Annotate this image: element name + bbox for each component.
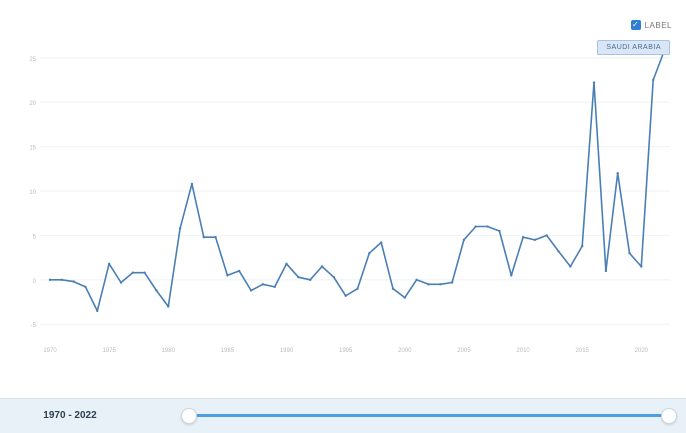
data-point [167,305,170,308]
data-point [273,285,276,289]
data-point [521,235,525,239]
data-point [616,172,619,175]
x-tick-label: 2020 [635,348,649,354]
y-tick-label: 25 [29,57,36,63]
data-point [249,289,253,292]
line-chart: -5 0 5 10 15 20 25 1970 1975 1980 1985 1990 1995 2000… [29,47,670,354]
data-point [107,262,111,266]
data-point [651,78,655,82]
data-point [320,265,324,268]
data-point [557,250,560,253]
range-slider-bar: 1970 - 2022 [0,398,686,433]
data-point [628,251,631,255]
slider-track[interactable] [188,414,668,417]
data-point [344,294,347,298]
x-tick-label: 1995 [339,348,353,354]
slider-handle-end[interactable] [661,408,677,424]
data-point [640,265,643,268]
legend-checkbox[interactable]: ✓ [630,20,641,30]
y-tick-label: 20 [29,101,36,107]
x-tick-label: 1985 [221,348,235,354]
data-point [439,283,442,286]
x-tick-label: 2000 [398,348,412,354]
data-point [533,238,537,242]
data-point [96,309,99,313]
data-point [474,225,477,228]
legend-label: LABEL [644,20,672,30]
series-line [50,48,666,312]
chart-area: -5 0 5 10 15 20 25 1970 1975 1980 1985 1990 1995 2000… [29,20,672,354]
data-point [604,269,608,273]
legend[interactable]: ✓ LABEL [630,20,672,30]
x-tick-label: 2015 [576,348,590,354]
data-point [498,229,501,233]
data-point [238,269,241,273]
data-point [214,235,217,239]
data-point [72,280,75,283]
data-point [462,238,466,242]
y-tick-label: 15 [29,146,36,152]
x-tick-label: 1970 [43,348,57,354]
y-tick-label: 10 [29,190,36,196]
x-tick-label: 1975 [102,348,116,354]
data-point [202,235,205,239]
data-point [403,296,407,299]
x-tick-label: 1980 [162,348,176,354]
data-point [379,241,383,244]
data-point [545,234,548,237]
data-point [581,244,584,248]
data-point [285,262,288,266]
data-point [450,281,454,284]
y-tick-label: 0 [33,279,37,285]
y-tick-label: -5 [31,323,37,329]
data-point [592,81,596,84]
data-point [178,227,182,230]
data-point [190,182,194,186]
data-point [119,281,123,284]
data-point [261,283,265,286]
data-point [391,287,395,290]
x-tick-label: 2010 [516,348,530,354]
data-point [308,278,312,282]
data-point [486,225,489,228]
series-tooltip: SAUDI ARABIA [597,40,670,55]
range-label: 1970 - 2022 [43,410,97,421]
slider-handle-start[interactable] [181,408,197,424]
data-point [368,251,371,255]
data-point [60,278,64,282]
data-point [84,285,87,289]
data-point [226,274,229,277]
x-tick-label: 1990 [280,348,294,354]
data-point [510,274,513,277]
data-point [569,265,572,268]
data-point [332,275,336,279]
data-point [415,278,418,282]
data-point [427,283,430,286]
data-point [297,275,300,279]
data-point [48,278,52,282]
y-tick-label: 5 [33,234,37,240]
data-point [131,271,134,274]
x-tick-label: 2005 [457,348,471,354]
data-point [155,289,158,292]
data-point [356,287,359,290]
data-point [143,271,146,274]
